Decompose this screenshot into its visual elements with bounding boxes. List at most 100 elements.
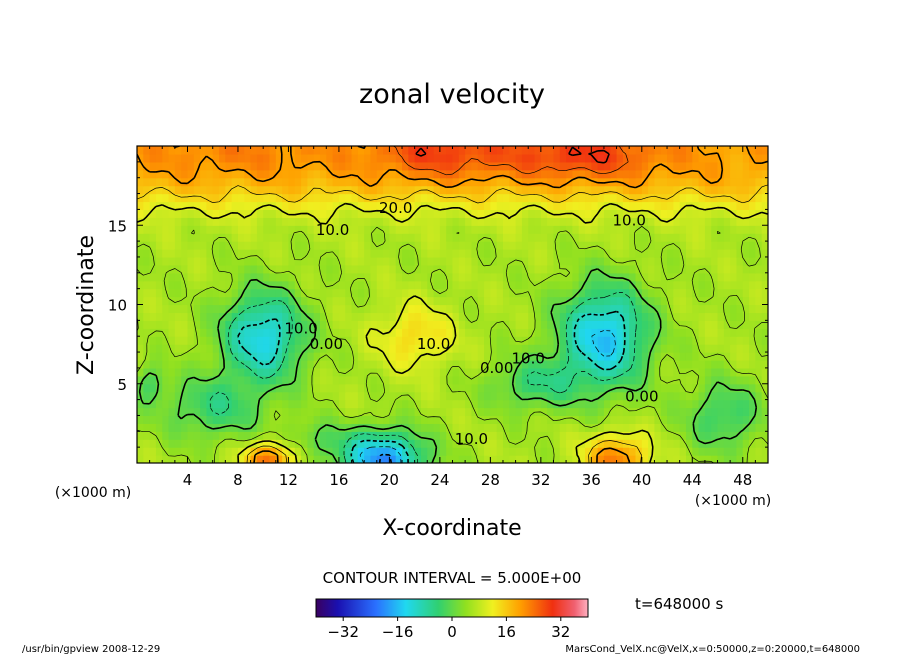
field-cell [730,304,738,314]
field-cell [389,233,397,242]
field-cell [566,359,573,369]
field-cell [212,407,220,417]
field-cell [578,336,586,345]
field-cell [629,336,637,345]
field-cell [685,312,693,321]
contour-interval: CONTOUR INTERVAL = 5.000E+00 [323,569,582,587]
field-cell [193,320,201,329]
field-cell [433,407,441,417]
field-cell [433,217,441,226]
field-cell [585,312,592,321]
field-cell [648,391,656,401]
field-cell [572,201,580,210]
field-cell [149,439,157,448]
field-cell [427,455,435,463]
field-cell [717,185,725,195]
field-cell [648,264,656,274]
field-cell [288,177,296,187]
field-cell [723,439,731,448]
field-cell [206,177,214,187]
field-cell [477,272,485,282]
field-cell [155,367,163,377]
field-cell [370,264,378,274]
field-cell [477,447,485,456]
field-cell [597,201,605,210]
field-cell [528,249,536,258]
field-cell [585,153,592,163]
field-cell [635,407,643,417]
field-cell [237,455,245,463]
field-cell [313,280,321,290]
field-cell [547,328,555,337]
field-cell [679,264,687,274]
field-cell [319,209,327,218]
field-cell [282,288,290,298]
field-cell [749,233,756,242]
field-cell [231,217,239,226]
field-cell [402,359,409,369]
field-cell [219,367,226,377]
field-cell [635,304,643,314]
field-cell [237,217,245,226]
contour-level-30 [415,146,610,164]
field-cell [755,375,763,385]
field-cell [155,407,163,417]
field-cell [591,399,599,409]
field-cell [294,336,302,345]
field-cell [294,233,302,242]
field-cell [420,320,428,329]
field-cell [540,383,548,393]
field-cell [591,193,599,203]
field-cell [219,241,226,250]
field-cell [395,185,403,195]
field-cell [496,264,504,274]
field-cell [730,328,738,337]
field-cell [206,264,214,274]
field-cell [219,399,226,409]
field-cell [484,280,491,290]
field-cell [635,447,643,456]
field-cell [484,233,491,242]
field-cell [149,423,157,432]
field-cell [736,201,744,210]
field-cell [219,225,226,234]
field-cell [307,423,315,432]
field-cell [648,423,656,432]
field-cell [225,431,233,440]
field-cell [559,399,567,409]
field-cell [578,383,586,393]
field-cell [143,336,151,345]
field-cell [711,272,719,282]
field-cell [263,344,271,353]
field-cell [660,423,668,432]
field-cell [313,217,321,226]
field-cell [477,280,485,290]
field-cell [313,407,321,417]
field-cell [219,359,226,369]
field-cell [641,415,649,424]
field-cell [452,296,460,306]
field-cell [572,193,580,203]
field-cell [610,455,618,463]
field-cell [528,272,536,282]
field-cell [458,153,466,163]
field-cell [736,328,744,337]
field-cell [357,391,365,401]
field-cell [332,391,340,401]
field-cell [667,249,674,258]
field-cell [616,241,624,250]
field-cell [458,407,466,417]
field-cell [307,209,315,218]
field-cell [225,288,233,298]
field-cell [711,439,719,448]
field-cell [168,264,176,274]
field-cell [490,336,498,345]
x-tick-label: 32 [531,471,550,489]
field-cell [301,439,308,448]
field-cell [685,367,693,377]
field-cell [471,359,479,369]
field-cell [408,193,416,203]
field-cell [761,185,768,195]
field-cell [711,415,719,424]
field-cell [629,375,637,385]
